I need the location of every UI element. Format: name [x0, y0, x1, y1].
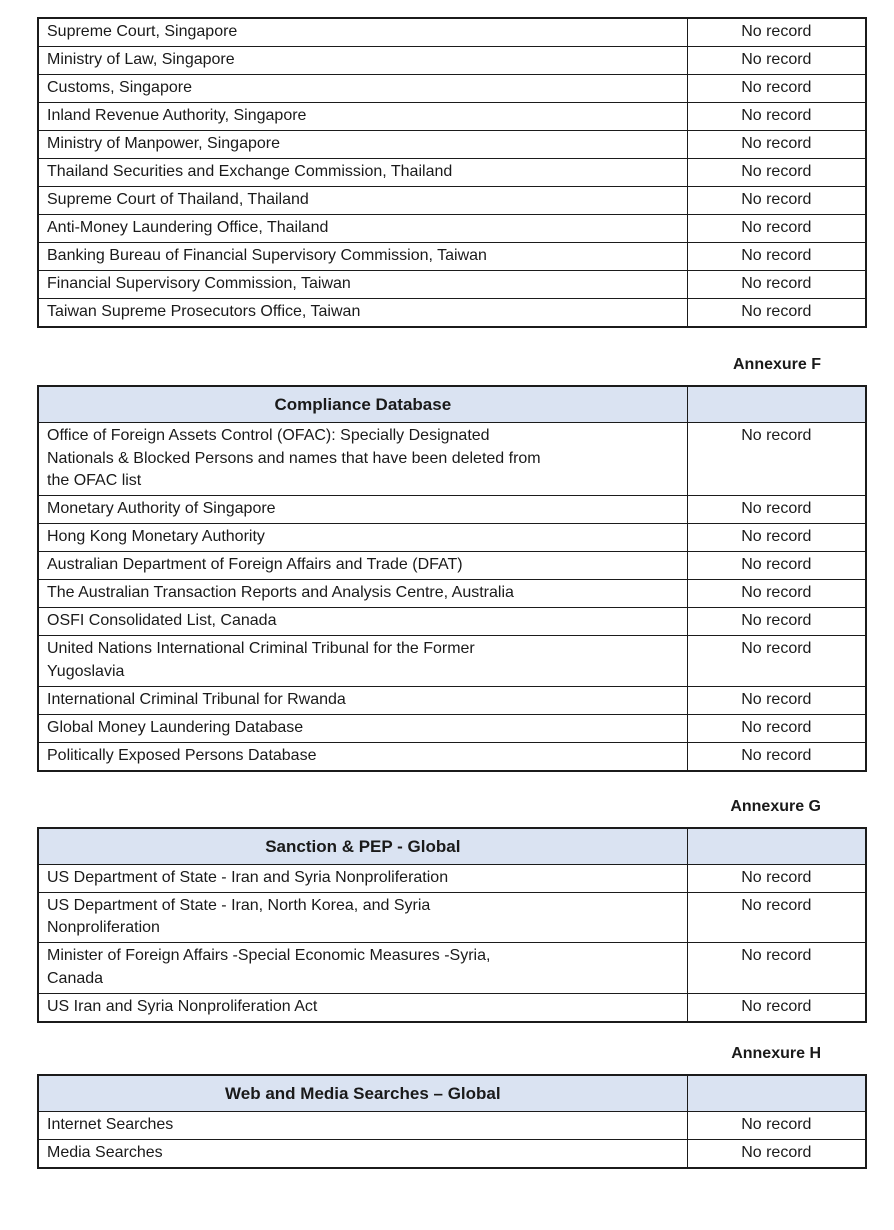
annexure-f-label: Annexure F	[732, 356, 821, 373]
source-cell: Monetary Authority of Singapore	[37, 495, 688, 524]
result-cell: No record	[686, 242, 867, 271]
result-cell: No record	[686, 495, 867, 524]
table-title: Web and Media Searches – Global	[37, 1074, 688, 1112]
source-cell: US Department of State - Iran, North Kor…	[37, 891, 688, 943]
result-cell: No record	[686, 891, 867, 943]
table-row: The Australian Transaction Reports and A…	[37, 579, 867, 608]
table-row: OSFI Consolidated List, Canada No record	[37, 607, 867, 636]
result-cell: No record	[686, 523, 867, 552]
table-row: Anti-Money Laundering Office, Thailand N…	[37, 214, 867, 243]
result-cell: No record	[686, 992, 867, 1022]
table-title-spacer	[686, 827, 867, 865]
source-cell: US Iran and Syria Nonproliferation Act	[37, 992, 688, 1022]
source-cell: The Australian Transaction Reports and A…	[37, 579, 688, 608]
source-cell: Hong Kong Monetary Authority	[37, 523, 688, 552]
source-cell: Australian Department of Foreign Affairs…	[37, 551, 688, 580]
result-cell: No record	[686, 1110, 867, 1140]
result-cell: No record	[686, 158, 867, 187]
table-row: Financial Supervisory Commission, Taiwan…	[37, 270, 867, 299]
table-title-row: Sanction & PEP - Global	[37, 827, 867, 865]
result-cell: No record	[686, 102, 867, 131]
result-cell: No record	[686, 579, 867, 608]
table-row: Media Searches No record	[37, 1138, 867, 1168]
result-cell: No record	[686, 130, 867, 159]
result-cell: No record	[686, 685, 867, 715]
source-cell: United Nations International Criminal Tr…	[37, 635, 688, 687]
table-row: Monetary Authority of Singapore No recor…	[37, 495, 867, 524]
result-cell: No record	[686, 863, 867, 893]
source-cell: Internet Searches	[37, 1110, 688, 1140]
source-cell: Media Searches	[37, 1138, 688, 1168]
compliance-database-table: Compliance Database Office of Foreign As…	[37, 385, 867, 772]
source-cell: Supreme Court of Thailand, Thailand	[37, 186, 688, 215]
source-cell: Banking Bureau of Financial Supervisory …	[37, 242, 688, 271]
web-media-searches-table: Web and Media Searches – Global Internet…	[37, 1073, 867, 1169]
table-row: Supreme Court, Singapore No record	[37, 17, 867, 47]
table-title-spacer	[686, 1074, 867, 1112]
result-cell: No record	[686, 551, 867, 580]
source-cell: Thailand Securities and Exchange Commiss…	[37, 158, 688, 187]
table-row: US Department of State - Iran and Syria …	[37, 863, 867, 893]
source-cell: Office of Foreign Assets Control (OFAC):…	[37, 422, 688, 496]
table-row: Supreme Court of Thailand, Thailand No r…	[37, 186, 867, 215]
source-cell: OSFI Consolidated List, Canada	[37, 607, 688, 636]
table-row: Minister of Foreign Affairs -Special Eco…	[37, 942, 867, 994]
source-cell: Ministry of Manpower, Singapore	[37, 130, 688, 159]
table-row: US Iran and Syria Nonproliferation Act N…	[37, 992, 867, 1022]
result-cell: No record	[686, 1138, 867, 1168]
source-cell: International Criminal Tribunal for Rwan…	[37, 685, 688, 715]
result-cell: No record	[686, 186, 867, 215]
result-cell: No record	[686, 270, 867, 299]
result-cell: No record	[686, 17, 867, 47]
source-cell: Anti-Money Laundering Office, Thailand	[37, 214, 688, 243]
source-cell: US Department of State - Iran and Syria …	[37, 863, 688, 893]
table-row: Hong Kong Monetary Authority No record	[37, 523, 867, 552]
table-row: Australian Department of Foreign Affairs…	[37, 551, 867, 580]
result-cell: No record	[686, 607, 867, 636]
table-row: Office of Foreign Assets Control (OFAC):…	[37, 422, 867, 496]
table-row: Global Money Laundering Database No reco…	[37, 713, 867, 743]
result-cell: No record	[686, 942, 867, 994]
source-cell: Taiwan Supreme Prosecutors Office, Taiwa…	[37, 298, 688, 328]
result-cell: No record	[686, 74, 867, 103]
annexure-g-label: Annexure G	[730, 797, 821, 815]
source-cell: Minister of Foreign Affairs -Special Eco…	[37, 942, 688, 994]
table-row: Ministry of Manpower, Singapore No recor…	[37, 130, 867, 159]
table-row: Taiwan Supreme Prosecutors Office, Taiwa…	[37, 298, 867, 328]
source-cell: Ministry of Law, Singapore	[37, 46, 688, 75]
table-row: Thailand Securities and Exchange Commiss…	[37, 158, 867, 187]
source-cell: Global Money Laundering Database	[37, 713, 688, 743]
table-title: Sanction & PEP - Global	[37, 827, 688, 865]
table-row: Internet Searches No record	[37, 1110, 867, 1140]
result-cell: No record	[686, 713, 867, 743]
screening-sources-table-continuation: Supreme Court, Singapore No record Minis…	[37, 17, 867, 328]
table-row: US Department of State - Iran, North Kor…	[37, 891, 867, 943]
table-row: International Criminal Tribunal for Rwan…	[37, 685, 867, 715]
table-row: Ministry of Law, Singapore No record	[37, 46, 867, 75]
result-cell: No record	[686, 635, 867, 687]
table-title-spacer	[686, 385, 867, 423]
table-title: Compliance Database	[37, 385, 688, 423]
result-cell: No record	[686, 214, 867, 243]
sanction-pep-global-table: Sanction & PEP - Global US Department of…	[37, 826, 867, 1023]
report-page: Supreme Court, Singapore No record Minis…	[37, 17, 867, 1169]
table-row: United Nations International Criminal Tr…	[37, 635, 867, 687]
table-row: Inland Revenue Authority, Singapore No r…	[37, 102, 867, 131]
result-cell: No record	[686, 422, 867, 496]
table-row: Politically Exposed Persons Database No …	[37, 741, 867, 771]
annexure-h-label: Annexure H	[731, 1044, 821, 1062]
table-row: Customs, Singapore No record	[37, 74, 867, 103]
result-cell: No record	[686, 741, 867, 771]
source-cell: Financial Supervisory Commission, Taiwan	[37, 270, 688, 299]
source-cell: Customs, Singapore	[37, 74, 688, 103]
result-cell: No record	[686, 46, 867, 75]
source-cell: Inland Revenue Authority, Singapore	[37, 102, 688, 131]
table-row: Banking Bureau of Financial Supervisory …	[37, 242, 867, 271]
table-title-row: Compliance Database	[37, 385, 867, 423]
result-cell: No record	[686, 298, 867, 328]
table-title-row: Web and Media Searches – Global	[37, 1074, 867, 1112]
source-cell: Supreme Court, Singapore	[37, 17, 688, 47]
source-cell: Politically Exposed Persons Database	[37, 741, 688, 771]
